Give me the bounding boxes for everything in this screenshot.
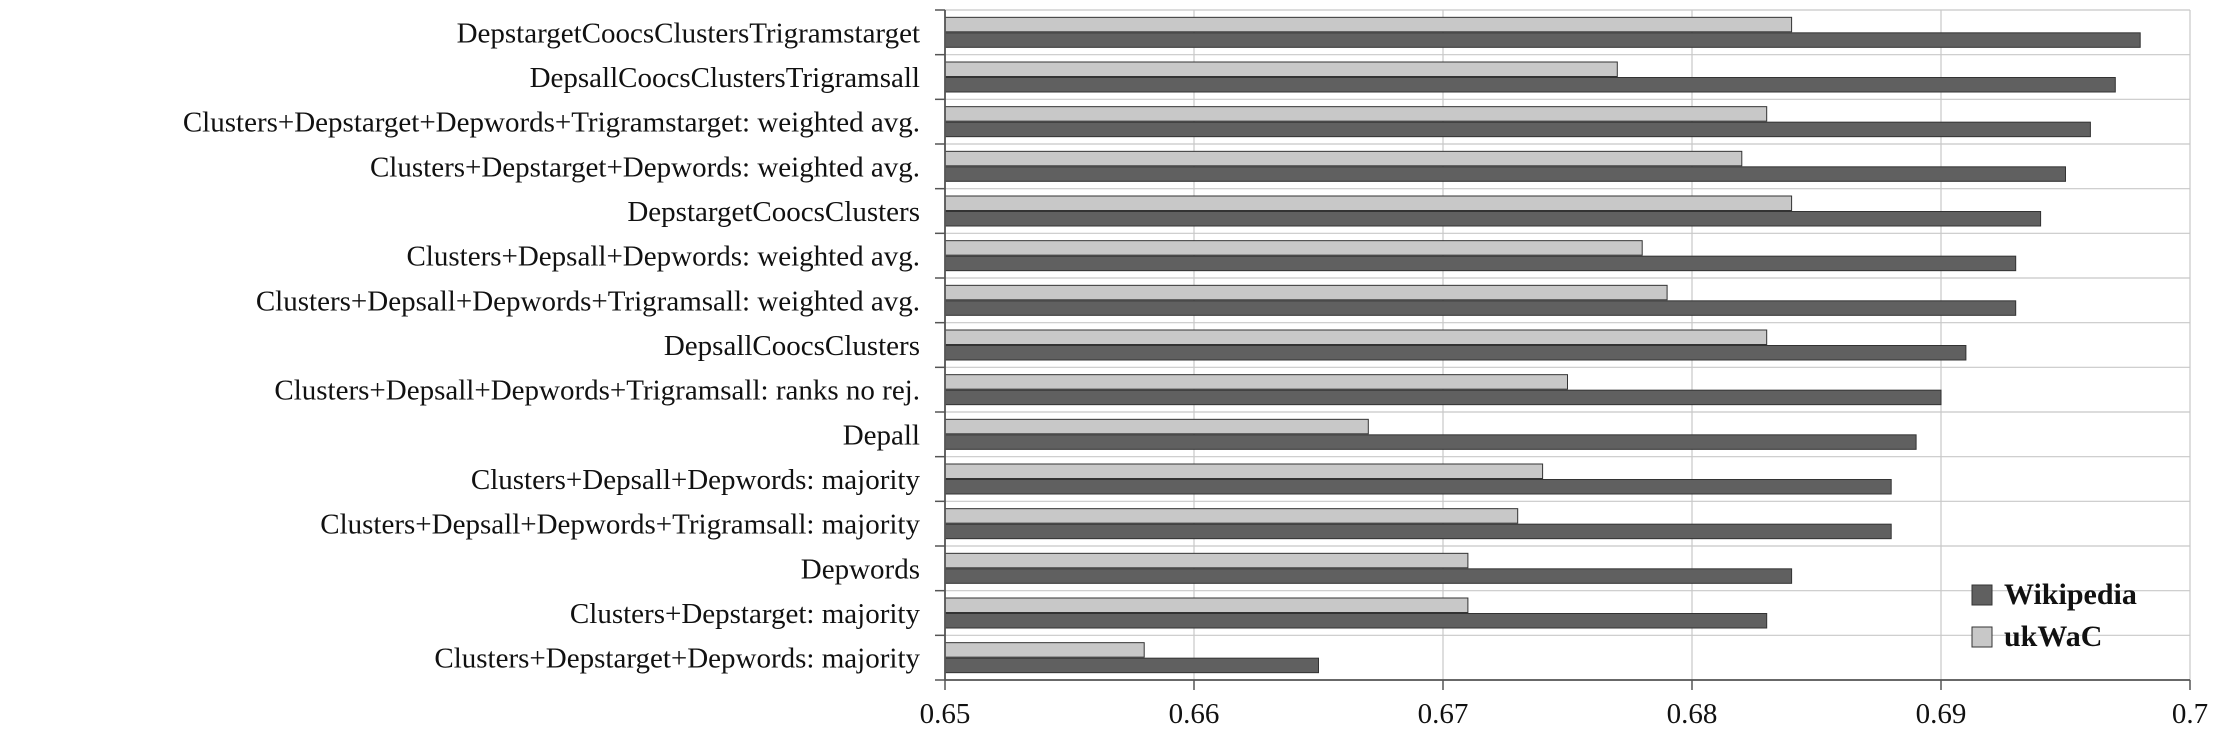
bar-ukwac	[944, 374, 1568, 390]
category-label: Clusters+Depsall+Depwords+Trigramsall: w…	[256, 285, 920, 317]
category-label: DepstargetCoocsClusters	[627, 196, 920, 228]
legend: Wikipedia ukWaC	[1971, 578, 2137, 653]
bar-wikipedia	[944, 434, 1917, 450]
bar-wikipedia	[944, 166, 2066, 182]
bar-wikipedia	[944, 613, 1768, 629]
bar-wikipedia	[944, 255, 2017, 272]
bar-ukwac	[944, 150, 1743, 167]
x-tick-label: 0.67	[1418, 698, 1469, 730]
bar-ukwac	[944, 195, 1793, 211]
bar-ukwac	[944, 642, 1145, 658]
bar-wikipedia	[944, 77, 2116, 93]
category-label: Clusters+Depstarget+Depwords+Trigramstar…	[183, 107, 920, 139]
bar-wikipedia	[944, 121, 2091, 138]
category-label: DepstargetCoocsClustersTrigramstarget	[457, 17, 920, 49]
bar-ukwac	[944, 16, 1793, 33]
legend-label: ukWaC	[2004, 620, 2102, 653]
bar-wikipedia	[944, 211, 2042, 227]
bar-ukwac	[944, 329, 1768, 345]
legend-swatch	[1971, 584, 1993, 606]
category-label: Clusters+Depstarget+Depwords: weighted a…	[370, 151, 920, 183]
category-label: DepsallCoocsClusters	[664, 330, 920, 362]
bar-ukwac	[944, 508, 1519, 524]
x-tick-label: 0.66	[1169, 698, 1220, 730]
bar-ukwac	[944, 240, 1643, 256]
bar-ukwac	[944, 284, 1668, 301]
category-label: Clusters+Depstarget: majority	[570, 598, 921, 630]
bar-ukwac	[944, 463, 1544, 479]
bar-wikipedia	[944, 32, 2141, 48]
category-label: Clusters+Depsall+Depwords: weighted avg.	[406, 241, 920, 273]
x-tick-labels: 0.65 0.66 0.67 0.68 0.69 0.7	[920, 698, 2209, 730]
bar-wikipedia	[944, 389, 1942, 406]
bar-ukwac	[944, 61, 1618, 77]
bar-wikipedia	[944, 345, 1967, 361]
bar-ukwac	[944, 418, 1369, 435]
category-label: DepsallCoocsClustersTrigramsall	[530, 62, 920, 94]
category-labels: DepstargetCoocsClustersTrigramstarget Dep…	[183, 17, 921, 674]
category-label: Clusters+Depsall+Depwords+Trigramsall: r…	[274, 375, 920, 407]
bar-ukwac	[944, 597, 1469, 613]
category-label: Clusters+Depsall+Depwords: majority	[471, 464, 921, 496]
bar-ukwac	[944, 106, 1768, 122]
x-tick-label: 0.68	[1667, 698, 1718, 730]
bars-group	[944, 16, 2141, 674]
bar-wikipedia	[944, 568, 1793, 584]
bar-ukwac	[944, 552, 1469, 569]
legend-swatch	[1971, 626, 1993, 648]
axes-group	[935, 9, 2191, 690]
category-label: Depall	[843, 419, 920, 451]
x-tick-label: 0.7	[2172, 698, 2208, 730]
bar-wikipedia	[944, 479, 1892, 495]
bar-wikipedia	[944, 300, 2017, 316]
x-tick-label: 0.65	[920, 698, 971, 730]
bar-wikipedia	[944, 657, 1319, 674]
legend-label: Wikipedia	[2004, 578, 2137, 611]
x-tick-label: 0.69	[1916, 698, 1967, 730]
bar-wikipedia	[944, 523, 1892, 540]
category-label: Clusters+Depsall+Depwords+Trigramsall: m…	[320, 509, 920, 541]
category-label: Depwords	[801, 553, 920, 585]
category-label: Clusters+Depstarget+Depwords: majority	[434, 643, 920, 675]
